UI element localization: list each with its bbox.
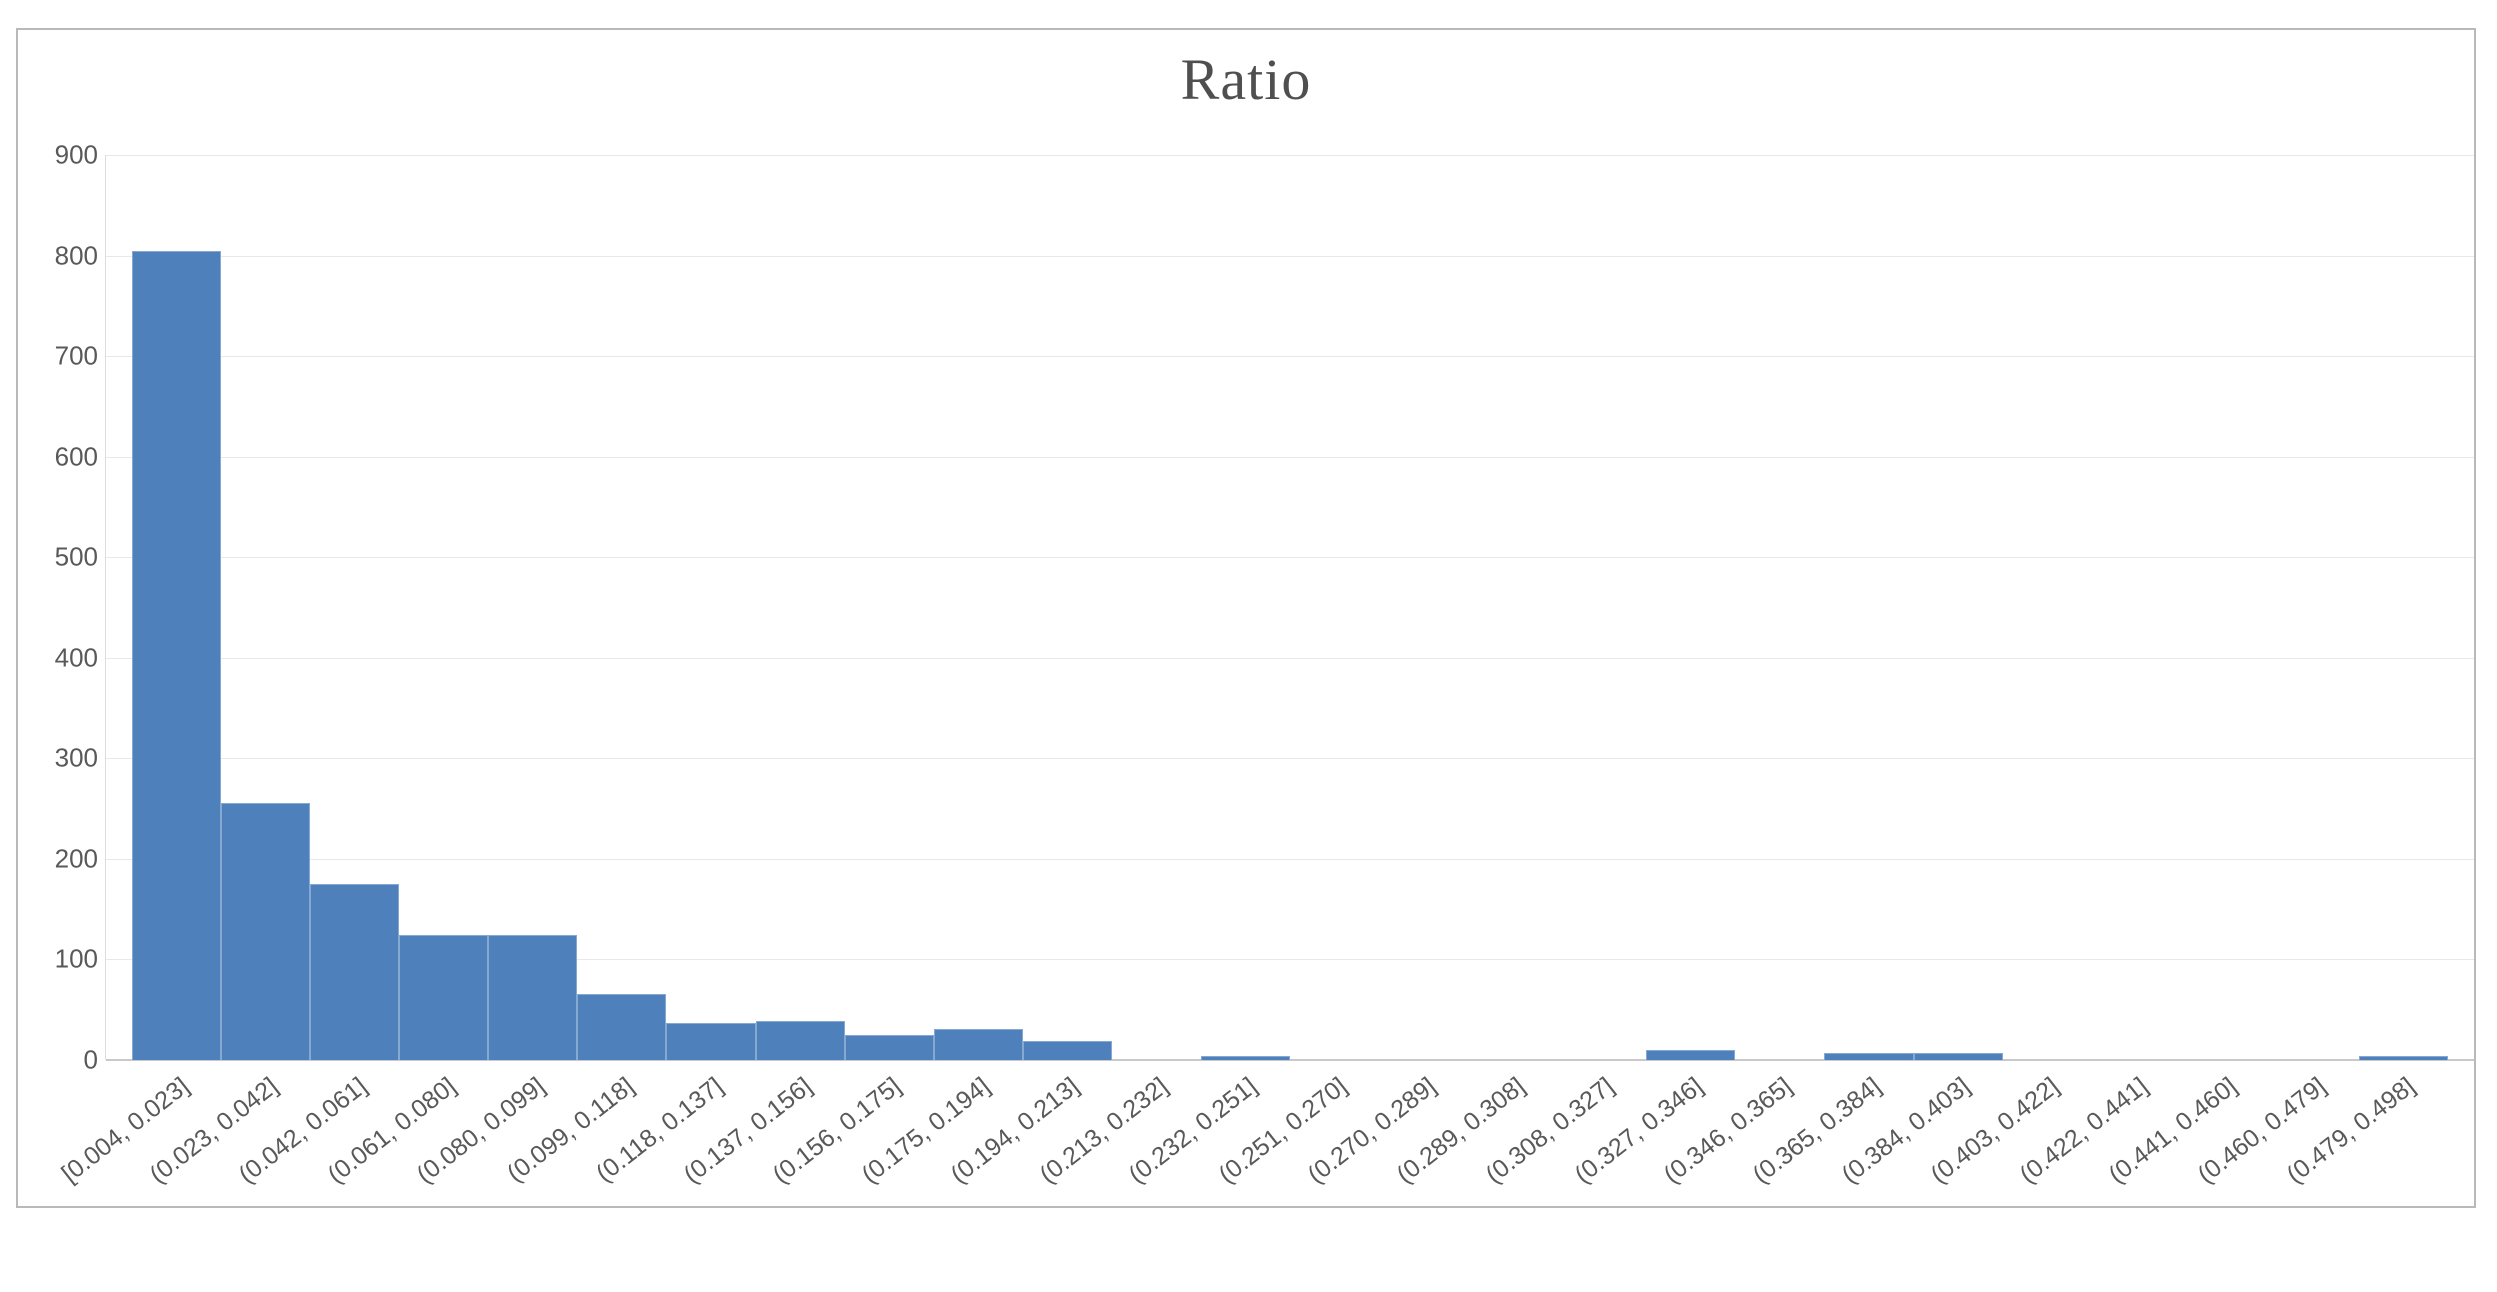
y-tick-label: 800	[54, 240, 98, 271]
gridline	[106, 356, 2474, 358]
histogram-bar	[132, 250, 222, 1060]
histogram-bar	[221, 802, 311, 1060]
histogram-bar	[310, 884, 400, 1060]
histogram-bar	[933, 1028, 1023, 1060]
gridline	[106, 155, 2474, 156]
gridline	[106, 758, 2474, 760]
gridline	[106, 858, 2474, 860]
y-tick-label: 300	[54, 742, 98, 773]
y-tick-label: 100	[54, 943, 98, 974]
y-tick-label: 400	[54, 642, 98, 673]
chart-title: Ratio	[1180, 47, 1312, 112]
gridline	[106, 456, 2474, 458]
histogram-bar	[755, 1020, 845, 1060]
histogram-bar	[577, 993, 667, 1060]
histogram-bar	[1824, 1052, 1914, 1060]
gridline	[106, 255, 2474, 257]
y-tick-label: 500	[54, 541, 98, 572]
histogram-bar	[399, 935, 489, 1060]
histogram-bar	[488, 935, 578, 1060]
y-tick-label: 600	[54, 441, 98, 472]
histogram-bar	[666, 1022, 756, 1060]
y-tick-label: 900	[54, 139, 98, 170]
plot-area: 0 100 200 300 400 500 600 700 800 900 [0.004, 0.02…	[55, 140, 2474, 1189]
gridline	[106, 557, 2474, 559]
histogram-bar	[1913, 1052, 2003, 1060]
histogram-bar	[1200, 1055, 1290, 1060]
histogram-bar	[1022, 1040, 1112, 1060]
gridline	[106, 959, 2474, 961]
gridline	[106, 657, 2474, 659]
y-tick-label: 200	[54, 843, 98, 874]
histogram-bar	[1646, 1049, 1736, 1060]
histogram-bar	[844, 1034, 934, 1060]
x-axis-line	[106, 1059, 2474, 1061]
chart-canvas: Ratio 0 100 200 300 400 500 600 700 800 900 [0.004…	[16, 28, 2476, 1208]
y-tick-label: 0	[83, 1044, 98, 1075]
histogram-bar	[2358, 1055, 2448, 1060]
y-tick-label: 700	[54, 340, 98, 371]
